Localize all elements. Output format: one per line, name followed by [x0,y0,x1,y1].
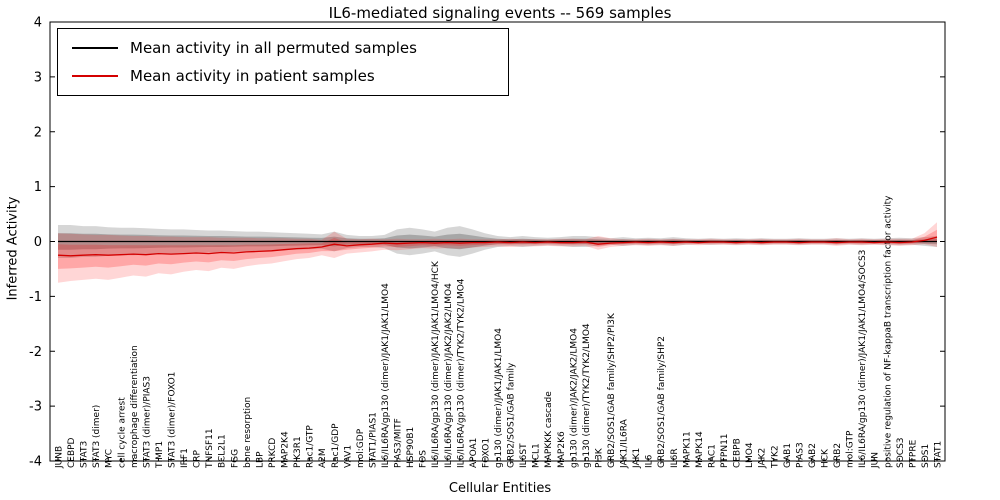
x-tick-label: STAT1/PIAS1 [368,412,378,468]
x-tick-label: cell cycle arrest [117,397,127,468]
x-tick-label: IL6 [645,454,655,468]
x-tick-label: IL6/IL6RA/gp130 (dimer)/JAK1/JAK1/LMO4/S… [858,250,868,468]
x-tick-label: IL6R [670,448,680,468]
x-tick-label: SOCS3 [896,437,906,468]
x-tick-label: STAT3 (dimer)/PIAS3 [142,376,152,468]
x-tick-label: positive regulation of NF-kappaB transcr… [883,195,893,468]
x-tick-label: FOS [419,450,429,468]
x-tick-label: MAPK11 [682,431,692,468]
x-tick-label: TYK2 [770,445,780,469]
x-tick-label: PIK3R1 [293,436,303,468]
x-axis-label: Cellular Entities [448,481,552,496]
x-tick-label: JUNB [55,446,65,469]
y-tick-label: -4 [29,455,42,470]
x-tick-label: SOS1 [921,444,931,468]
permuted-line-swatch [72,47,118,49]
x-tick-label: BCL2L1 [218,434,228,468]
y-tick-label: 1 [34,180,42,195]
x-tick-label: Rac1/GTP [306,425,316,468]
x-tick-label: TNFSF11 [205,428,215,469]
x-tick-label: CRP [193,449,203,468]
x-tick-label: mol:GTP [846,430,856,468]
x-tick-label: MAPKKK cascade [544,391,554,468]
x-tick-label: JAK1 [632,448,642,469]
x-tick-label: VAV1 [343,445,353,468]
x-tick-label: PI3K [594,447,604,468]
x-tick-label: STAT3 (dimer) [92,405,102,468]
x-tick-label: GRB2/SOS1/GAB family/SHP2 [657,336,667,468]
x-tick-label: bone resorption [243,397,253,468]
x-tick-label: IL6/IL6RA/gp130 (dimer)/JAK1/JAK1/LMO4/H… [431,260,441,468]
x-tick-label: IL6/IL6RA/gp130 (dimer)/JAK1/JAK1/LMO4 [381,283,391,468]
x-tick-label: PTPN11 [720,433,730,468]
x-tick-label: GAB2 [808,443,818,468]
legend-entry-permuted: Mean activity in all permuted samples [58,39,508,57]
x-tick-label: mol:GDP [356,428,366,468]
y-tick-label: 2 [34,125,42,140]
x-tick-label: LBP [255,451,265,468]
y-axis-label: Inferred Activity [5,196,21,301]
x-tick-label: JAK2 [758,448,768,469]
x-tick-label: RAC1 [707,444,717,468]
x-tick-label: STAT3 (dimer)/FOXO1 [168,372,178,468]
x-tick-label: GRB2 [833,443,843,468]
y-tick-label: -3 [29,400,42,415]
x-tick-label: gp130 (dimer)/JAK1/JAK1/LMO4 [494,328,504,468]
x-tick-label: PIAS3/MITF [394,418,404,468]
x-tick-label: macrophage differentiation [130,345,140,468]
x-tick-label: STAT1 [934,441,944,468]
x-tick-label: GRB2/SOS1/GAB family/SHP2/PI3K [607,312,617,468]
x-tick-label: MAP2K4 [281,431,291,468]
patient-line-swatch [72,75,118,77]
x-tick-label: CEBPB [733,438,743,468]
mean-activity-in-patient-samples-band-inner [58,229,937,269]
y-tick-label: 4 [34,16,42,31]
mean-activity-in-patient-samples-line [57,236,938,257]
x-tick-label: IL6/IL6RA/gp130 (dimer)/TYK2/TYK2/LMO4 [456,278,466,468]
x-tick-label: IL6ST [519,443,529,468]
x-tick-label: HCK [820,448,830,468]
chart-title: IL6-mediated signaling events -- 569 sam… [328,4,672,22]
x-tick-label: TIMP1 [155,441,165,469]
x-tick-label: Rac1/GDP [331,423,341,468]
x-tick-label: FOXO1 [481,438,491,468]
x-tick-label: FGG [230,449,240,468]
x-tick-label: STAT3 [80,441,90,468]
x-tick-label: PRKCD [268,438,278,468]
x-tick-label: IL6/IL6RA/gp130 (dimer)/JAK2/JAK2/LMO4 [444,283,454,468]
x-tick-label: MCL1 [532,443,542,468]
y-tick-label: 0 [34,235,42,250]
x-tick-label: MYC [105,449,115,468]
x-tick-label: CEBPD [67,437,77,468]
x-tick-label: gp130 (dimer)/TYK2/TYK2/LMO4 [582,323,592,468]
x-tick-label: PIAS3 [795,442,805,468]
legend-entry-patient: Mean activity in patient samples [58,67,508,85]
x-tick-label: LMO4 [745,442,755,468]
x-tick-label: MAP2K6 [557,431,567,468]
x-tick-label: gp130 (dimer)/JAK2/JAK2/LMO4 [569,328,579,468]
legend-label-patient: Mean activity in patient samples [130,67,375,85]
x-tick-label: HSP90B1 [406,427,416,468]
legend-label-permuted: Mean activity in all permuted samples [130,39,417,57]
x-tick-label: PTPRE [908,439,918,468]
legend: Mean activity in all permuted samples Me… [57,28,509,96]
y-tick-label: 3 [34,70,42,85]
y-tick-label: -2 [29,345,42,360]
x-tick-label: GAB1 [783,443,793,468]
x-tick-label: JAK1/IL6RA [620,418,630,469]
x-tick-label: APOA1 [469,438,479,468]
x-tick-label: A2M [318,448,328,468]
x-tick-label: GRB2/SOS1/GAB family [507,362,517,468]
x-tick-label: MAPK14 [695,431,705,468]
x-tick-label: IRF1 [180,448,190,468]
y-tick-label: -1 [29,290,42,305]
x-tick-label: JUN [871,452,881,469]
